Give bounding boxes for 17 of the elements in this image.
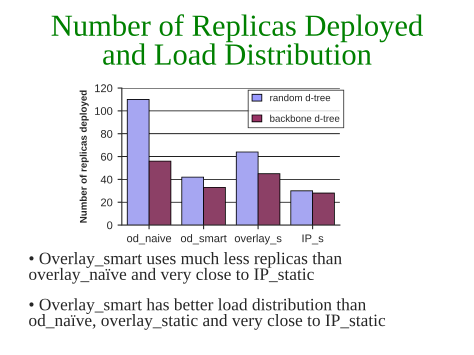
- y-axis-title: Number of replicas deployed: [80, 90, 89, 223]
- legend-label: backbone d-tree: [270, 114, 340, 122]
- text: • Overlay_smart has better load distribution than od_naïve, overlay_static and very close to IP_static: [29, 298, 386, 330]
- legend-label: random d-tree: [270, 94, 330, 102]
- y-tick-label: 60: [100, 152, 112, 161]
- y-tick-label: 100: [95, 107, 112, 116]
- y-tick-label: 80: [100, 130, 112, 138]
- y-tick-label: 0: [107, 221, 112, 230]
- x-tick-label: od_naive: [126, 234, 172, 244]
- chart-title: Number of Replicas Deployed and Load Distribution: [52, 14, 423, 65]
- text: • Overlay_smart uses much less replicas than overlay_naïve and very close to IP_static: [29, 252, 342, 284]
- x-tick-label: IP_s: [302, 234, 324, 244]
- x-tick-label: od_smart: [180, 234, 227, 244]
- y-tick-label: 40: [100, 176, 112, 184]
- y-tick-label: 20: [100, 198, 112, 206]
- y-tick-label: 120: [95, 84, 112, 92]
- x-tick-label: overlay_s: [234, 234, 282, 244]
